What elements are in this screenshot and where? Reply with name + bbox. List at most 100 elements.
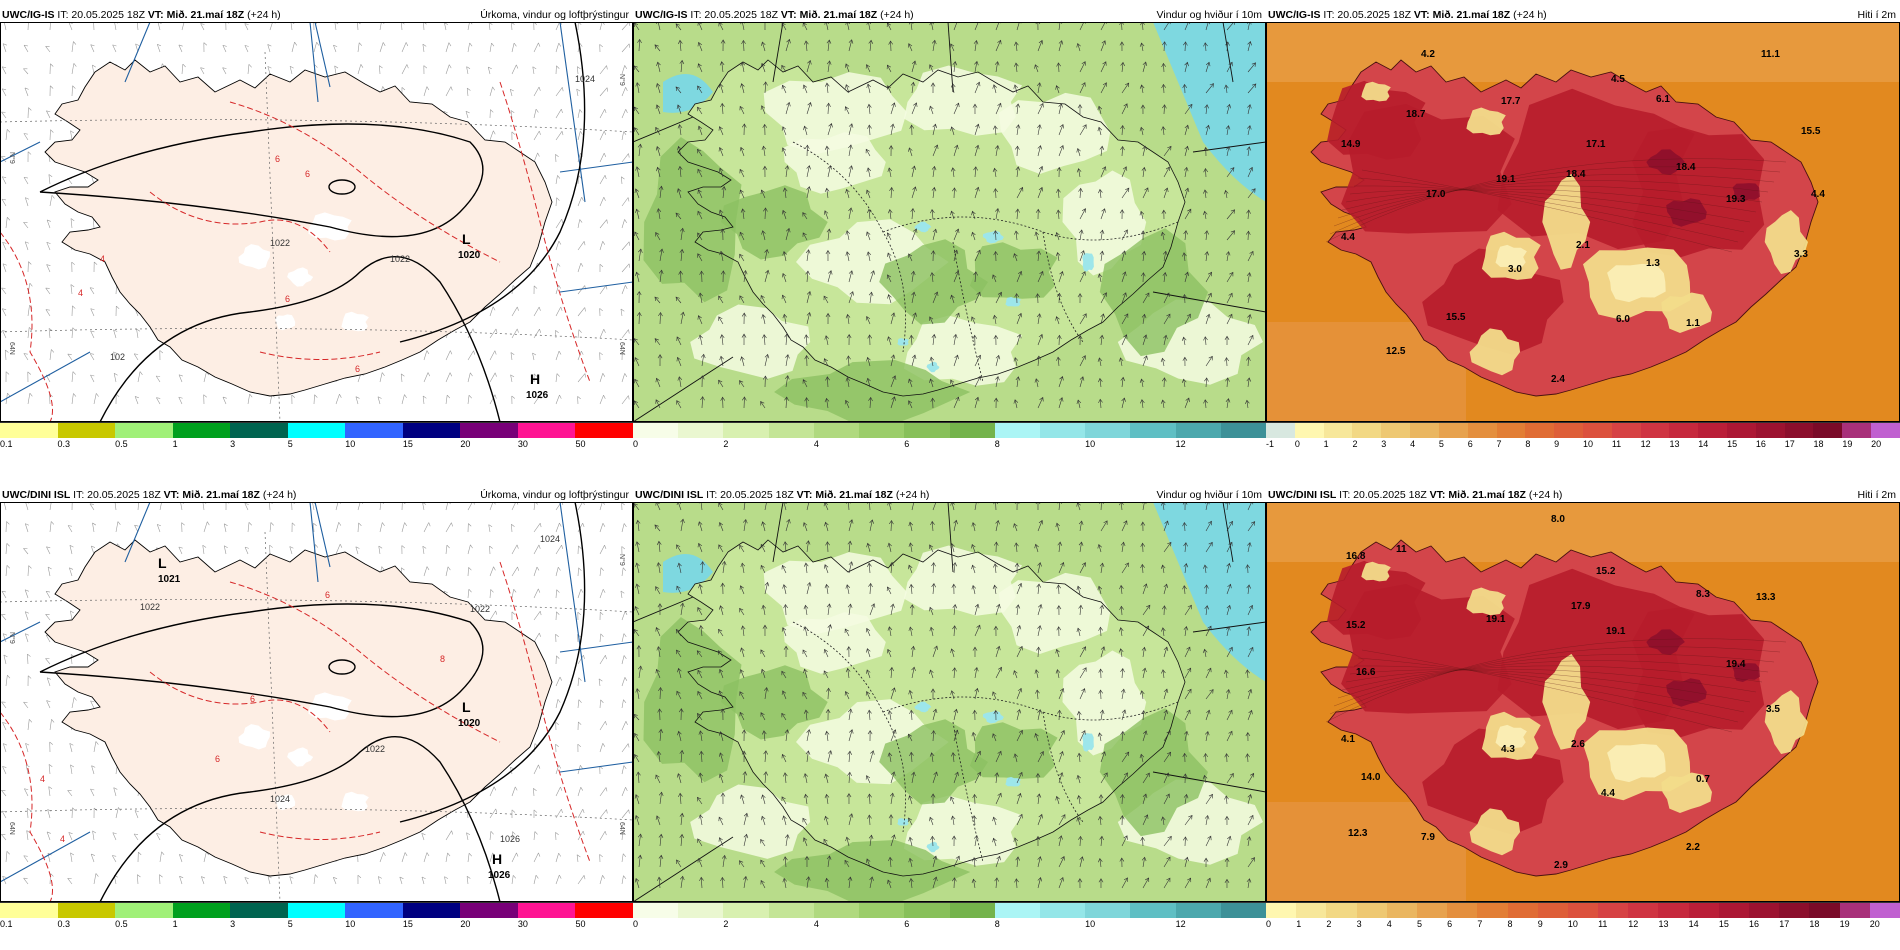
lead-time: (+24 h) xyxy=(244,9,281,21)
colorbar-swatch xyxy=(1326,903,1357,918)
init-time-label: IT: xyxy=(70,489,88,501)
colorbar-swatch xyxy=(1507,903,1538,918)
temperature-label: 15.2 xyxy=(1346,620,1366,631)
colorbar-swatch xyxy=(1698,423,1727,438)
colorbar-swatch xyxy=(1296,903,1327,918)
valid-time: VT: Mið. 21.maí 18Z xyxy=(777,9,878,21)
colorbar-swatch xyxy=(1718,903,1749,918)
colorbar-swatch xyxy=(517,423,576,438)
parameter-title: Úrkoma, vindur og loftþrýstingur xyxy=(480,9,629,21)
temperature-label: 12.3 xyxy=(1348,828,1368,839)
colorbar-tick-label: 12 xyxy=(1175,919,1186,929)
temperature-label: 15.2 xyxy=(1596,566,1616,577)
forecast-map[interactable] xyxy=(633,22,1266,422)
map-label: N°9 xyxy=(8,632,16,644)
colorbar-tick-label: 15 xyxy=(402,439,413,449)
colorbar-swatch xyxy=(1869,903,1900,918)
temperature-label: 18.4 xyxy=(1566,169,1586,180)
map-label: 6 xyxy=(275,154,280,164)
run-info: UWC/DINI ISL IT: 20.05.2025 18Z VT: Mið.… xyxy=(635,488,929,502)
map-panel-1-1: UWC/DINI ISL IT: 20.05.2025 18Z VT: Mið.… xyxy=(633,488,1266,944)
panel-header: UWC/DINI ISL IT: 20.05.2025 18Z VT: Mið.… xyxy=(1266,488,1900,502)
colorbar-swatch xyxy=(1669,423,1699,438)
colorbar-tick-label: 14 xyxy=(1688,919,1699,929)
temperature-label: 2.6 xyxy=(1571,739,1585,750)
colorbar-tick-label: -1 xyxy=(1266,439,1275,449)
temperature-label: 13.3 xyxy=(1756,592,1776,603)
model-name: UWC/DINI ISL xyxy=(2,489,71,501)
colorbar xyxy=(0,902,633,918)
temperature-label: 15.5 xyxy=(1446,312,1466,323)
map-panel-0-0: UWC/IG-IS IT: 20.05.2025 18Z VT: Mið. 21… xyxy=(0,8,633,464)
parameter-title: Vindur og hviður í 10m xyxy=(1156,489,1262,501)
colorbar-swatch xyxy=(1871,423,1900,438)
colorbar-swatch xyxy=(1779,903,1810,918)
map-label: 6 xyxy=(250,694,255,704)
colorbar-tick-label: 6 xyxy=(1467,439,1473,449)
colorbar-tick-label: 13 xyxy=(1658,919,1669,929)
colorbar-swatch xyxy=(1537,903,1568,918)
colorbar-swatch xyxy=(575,423,633,438)
temperature-label: 3.3 xyxy=(1794,249,1808,260)
colorbar-tick-label: 12 xyxy=(1640,439,1651,449)
map-panel-1-2: UWC/DINI ISL IT: 20.05.2025 18Z VT: Mið.… xyxy=(1266,488,1900,944)
colorbar-swatch xyxy=(1749,903,1780,918)
colorbar-tick-label: 5 xyxy=(1416,919,1422,929)
colorbar-tick-label: 50 xyxy=(575,439,586,449)
colorbar-tick-label: 9 xyxy=(1537,919,1543,929)
colorbar-swatch xyxy=(1447,903,1478,918)
map-label: 1026 xyxy=(500,834,520,844)
colorbar-tick-label: 18 xyxy=(1809,919,1820,929)
colorbar-swatch xyxy=(1640,423,1670,438)
temperature-label: 19.1 xyxy=(1496,174,1516,185)
colorbar-ticks: 02468101214 xyxy=(633,919,1266,930)
colorbar-tick-label: 3 xyxy=(1381,439,1387,449)
colorbar-tick-label: 2 xyxy=(1352,439,1358,449)
colorbar-tick-label: 11 xyxy=(1598,919,1608,929)
map-label: 1024 xyxy=(270,794,290,804)
colorbar xyxy=(633,422,1266,438)
colorbar-swatch xyxy=(172,423,231,438)
colorbar-swatch xyxy=(994,903,1040,918)
colorbar-swatch xyxy=(1220,423,1266,438)
colorbar-swatch xyxy=(1220,903,1266,918)
colorbar-tick-label: 17 xyxy=(1784,439,1795,449)
map-label: H xyxy=(492,851,502,867)
valid-time: VT: Mið. 21.maí 18Z xyxy=(144,9,245,21)
init-time-label: IT: xyxy=(687,9,705,21)
forecast-map[interactable]: L1020H1026102210221024102666644N°9N°964N… xyxy=(0,22,633,422)
forecast-map[interactable]: L 1021 L 1020 H 1026 1022 1022 1022 1024 1024 1026 6… xyxy=(0,502,633,902)
model-name: UWC/DINI ISL xyxy=(635,489,704,501)
colorbar-swatch xyxy=(813,423,860,438)
model-name: UWC/DINI ISL xyxy=(1268,489,1337,501)
forecast-map[interactable] xyxy=(633,502,1266,902)
map-label: 1020 xyxy=(458,718,481,729)
forecast-map[interactable]: 4.2 4.5 11.1 18.7 17.7 6.1 15.5 14.9 17.1 18.4 19.… xyxy=(1266,22,1900,422)
colorbar-swatch xyxy=(1130,903,1176,918)
init-time: 20.05.2025 18Z xyxy=(1337,9,1411,21)
forecast-map[interactable]: 8.0 16.8 11 15.2 13.3 15.2 19.1 17.9 8.3 19.1 16.6… xyxy=(1266,502,1900,902)
colorbar-tick-label: 10 xyxy=(1085,919,1096,929)
map-label: 64N xyxy=(8,342,15,355)
colorbar-tick-label: 1 xyxy=(1323,439,1329,449)
colorbar-tick-label: 2 xyxy=(723,439,729,449)
colorbar-tick-label: 0.3 xyxy=(57,919,71,929)
panel-header: UWC/DINI ISL IT: 20.05.2025 18Z VT: Mið.… xyxy=(0,488,633,502)
colorbar-swatch xyxy=(859,903,905,918)
colorbar-tick-label: 0 xyxy=(1266,919,1272,929)
map-label: N°9 xyxy=(618,554,626,566)
map-label: 4 xyxy=(60,834,65,844)
panel-header: UWC/IG-IS IT: 20.05.2025 18Z VT: Mið. 21… xyxy=(633,8,1266,22)
colorbar-tick-label: 7 xyxy=(1496,439,1502,449)
colorbar-swatch xyxy=(723,423,769,438)
temperature-label: 11.1 xyxy=(1761,49,1780,60)
colorbar-tick-label: 0.1 xyxy=(0,919,13,929)
map-label: 64N xyxy=(618,822,625,835)
colorbar-swatch xyxy=(1688,903,1719,918)
temperature-label: 15.5 xyxy=(1801,126,1821,137)
colorbar-swatch xyxy=(1039,903,1086,918)
map-label: N°9 xyxy=(618,74,626,86)
colorbar-swatch xyxy=(1130,423,1176,438)
colorbar-swatch xyxy=(1658,903,1689,918)
valid-time: VT: Mið. 21.maí 18Z xyxy=(160,489,260,501)
